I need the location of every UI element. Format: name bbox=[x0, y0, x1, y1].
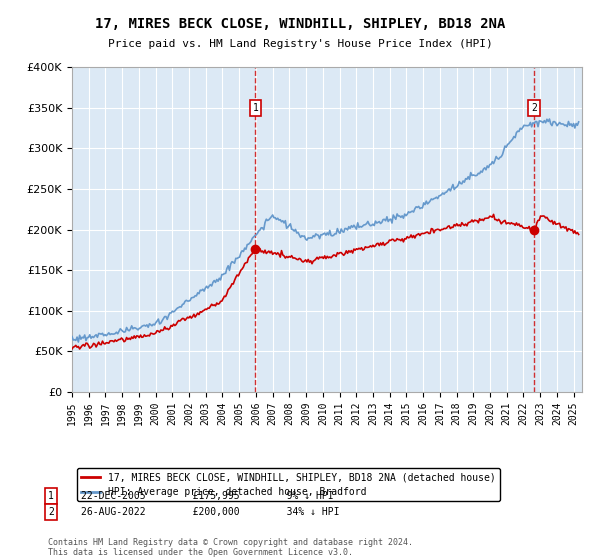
Legend: 17, MIRES BECK CLOSE, WINDHILL, SHIPLEY, BD18 2NA (detached house), HPI: Average: 17, MIRES BECK CLOSE, WINDHILL, SHIPLEY,… bbox=[77, 468, 500, 501]
Text: 17, MIRES BECK CLOSE, WINDHILL, SHIPLEY, BD18 2NA: 17, MIRES BECK CLOSE, WINDHILL, SHIPLEY,… bbox=[95, 17, 505, 31]
Text: 22-DEC-2005        £175,995        9% ↓ HPI: 22-DEC-2005 £175,995 9% ↓ HPI bbox=[81, 491, 334, 501]
Text: Contains HM Land Registry data © Crown copyright and database right 2024.
This d: Contains HM Land Registry data © Crown c… bbox=[48, 538, 413, 557]
Text: 26-AUG-2022        £200,000        34% ↓ HPI: 26-AUG-2022 £200,000 34% ↓ HPI bbox=[81, 507, 340, 517]
Text: 2: 2 bbox=[48, 507, 54, 517]
Text: 1: 1 bbox=[48, 491, 54, 501]
Text: 2: 2 bbox=[532, 103, 537, 113]
Text: 1: 1 bbox=[253, 103, 259, 113]
Text: Price paid vs. HM Land Registry's House Price Index (HPI): Price paid vs. HM Land Registry's House … bbox=[107, 39, 493, 49]
